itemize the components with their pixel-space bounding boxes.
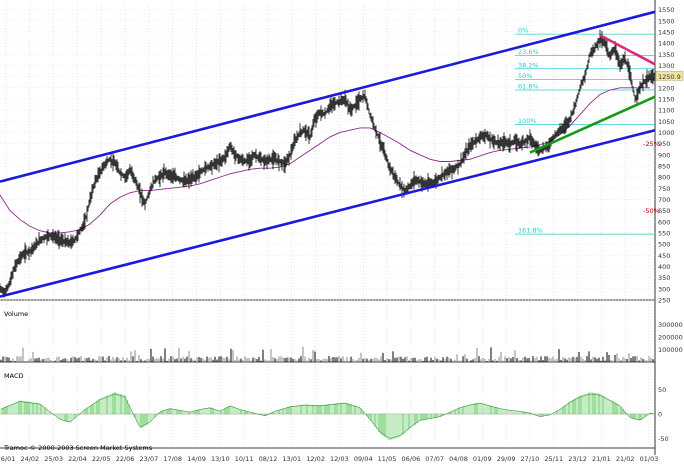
y-tick-label: 1550 — [658, 6, 675, 14]
fib-level-label: 61.8% — [518, 83, 539, 91]
channel-line — [0, 128, 656, 298]
x-tick-label: 17/08 — [163, 455, 182, 463]
fib-level-label: 100% — [518, 117, 537, 125]
x-tick-label: 07/07 — [425, 455, 444, 463]
y-tick-label: 450 — [658, 252, 670, 260]
y-tick-label: 1150 — [658, 95, 675, 103]
y-tick-label: 500 — [658, 241, 670, 249]
y-tick-label: 900 — [658, 151, 670, 159]
channel-layer — [0, 10, 656, 298]
y-tick-label: 1400 — [658, 40, 675, 48]
x-tick-label: 22/05 — [92, 455, 111, 463]
x-tick-label: 27/10 — [521, 455, 540, 463]
y-tick-label: 550 — [658, 229, 670, 237]
x-tick-label: 12/03 — [330, 455, 349, 463]
x-tick-label: 09/04 — [354, 455, 373, 463]
x-tick-label: 14/09 — [187, 455, 206, 463]
x-tick-label: 12/02 — [306, 455, 325, 463]
y-tick-label: 1450 — [658, 28, 675, 36]
x-tick-label: 01/09 — [473, 455, 492, 463]
x-tick-label: 04/08 — [449, 455, 468, 463]
channel-line — [0, 10, 656, 183]
percent-label: -50% — [643, 207, 660, 215]
percent-label: -25% — [643, 140, 660, 148]
x-tick-label: 10/11 — [235, 455, 254, 463]
x-tick-label: 01/03 — [640, 455, 659, 463]
y-tick-label: 1200 — [658, 84, 675, 92]
x-tick-label: 22/04 — [68, 455, 87, 463]
fib-layer: 0% 23.6% 38.2% 50% 61.8% 100% 161.8% -25% -50% — [515, 27, 660, 235]
x-tick-label: 26/01 — [0, 455, 15, 463]
y-tick-label: 850 — [658, 162, 670, 170]
y-tick-label: 700 — [658, 196, 670, 204]
volume-layer — [0, 346, 654, 362]
macd-tick-label: -50 — [658, 435, 669, 443]
fib-level-label: 23.6% — [518, 48, 539, 56]
last-price-label: 1250.9 — [658, 73, 681, 81]
x-tick-label: 13/01 — [282, 455, 301, 463]
y-tick-label: 1350 — [658, 51, 675, 59]
macd-tick-label: 50 — [658, 386, 666, 394]
x-tick-label: 21/01 — [592, 455, 611, 463]
volume-panel-title: Volume — [4, 310, 28, 318]
x-tick-label: 06/06 — [401, 455, 420, 463]
x-tick-label: 25/03 — [44, 455, 63, 463]
copyright-notice: Tramoc © 2000-2003 Screen Market Systems — [3, 444, 153, 452]
fib-level-label: 161.8% — [518, 227, 543, 235]
fib-level-label: 50% — [518, 72, 532, 80]
fib-level-label: 0% — [518, 27, 528, 35]
x-tick-label: 21/02 — [616, 455, 635, 463]
resistance-trendline — [599, 34, 656, 66]
x-tick-label: 11/05 — [378, 455, 397, 463]
moving-average-line — [0, 87, 650, 234]
macd-layer — [0, 392, 655, 441]
x-tick-label: 13/10 — [211, 455, 230, 463]
last-price-box — [655, 71, 684, 81]
volume-tick-label: 200000 — [658, 333, 683, 341]
macd-tick-label: 0 — [658, 411, 662, 419]
x-tick-label: 08/12 — [259, 455, 278, 463]
y-tick-label: 1050 — [658, 118, 675, 126]
volume-tick-label: 300000 — [658, 321, 683, 329]
y-tick-label: 1100 — [658, 107, 675, 115]
y-tick-label: 950 — [658, 140, 670, 148]
moving-average-layer — [0, 87, 650, 234]
fib-level-label: 38.2% — [518, 61, 539, 69]
y-tick-label: 650 — [658, 207, 670, 215]
macd-signal-line — [0, 393, 653, 439]
support-trendline — [529, 95, 656, 154]
axis-layer: 26/01 24/02 25/03 22/04 22/05 22/06 23/07 17/08… — [0, 6, 684, 463]
x-tick-label: 22/06 — [116, 455, 135, 463]
y-tick-label: 350 — [658, 274, 670, 282]
x-tick-label: 24/02 — [20, 455, 39, 463]
y-tick-label: 1000 — [658, 129, 675, 137]
x-tick-label: 23/12 — [568, 455, 587, 463]
trend-layer — [529, 34, 656, 154]
y-tick-label: 600 — [658, 218, 670, 226]
y-tick-label: 750 — [658, 185, 670, 193]
price-layer — [0, 29, 655, 298]
y-tick-label: 800 — [658, 174, 670, 182]
y-tick-label: 1300 — [658, 62, 675, 70]
x-tick-label: 29/09 — [497, 455, 516, 463]
y-tick-label: 400 — [658, 263, 670, 271]
grid-layer — [0, 0, 656, 455]
x-tick-label: 23/07 — [140, 455, 159, 463]
y-tick-label: 300 — [658, 285, 670, 293]
y-tick-label: 1500 — [658, 17, 675, 25]
volume-tick-label: 100000 — [658, 346, 683, 354]
macd-panel-title: MACD — [4, 372, 23, 380]
x-tick-label: 25/11 — [544, 455, 563, 463]
y-tick-label: 250 — [658, 297, 670, 305]
